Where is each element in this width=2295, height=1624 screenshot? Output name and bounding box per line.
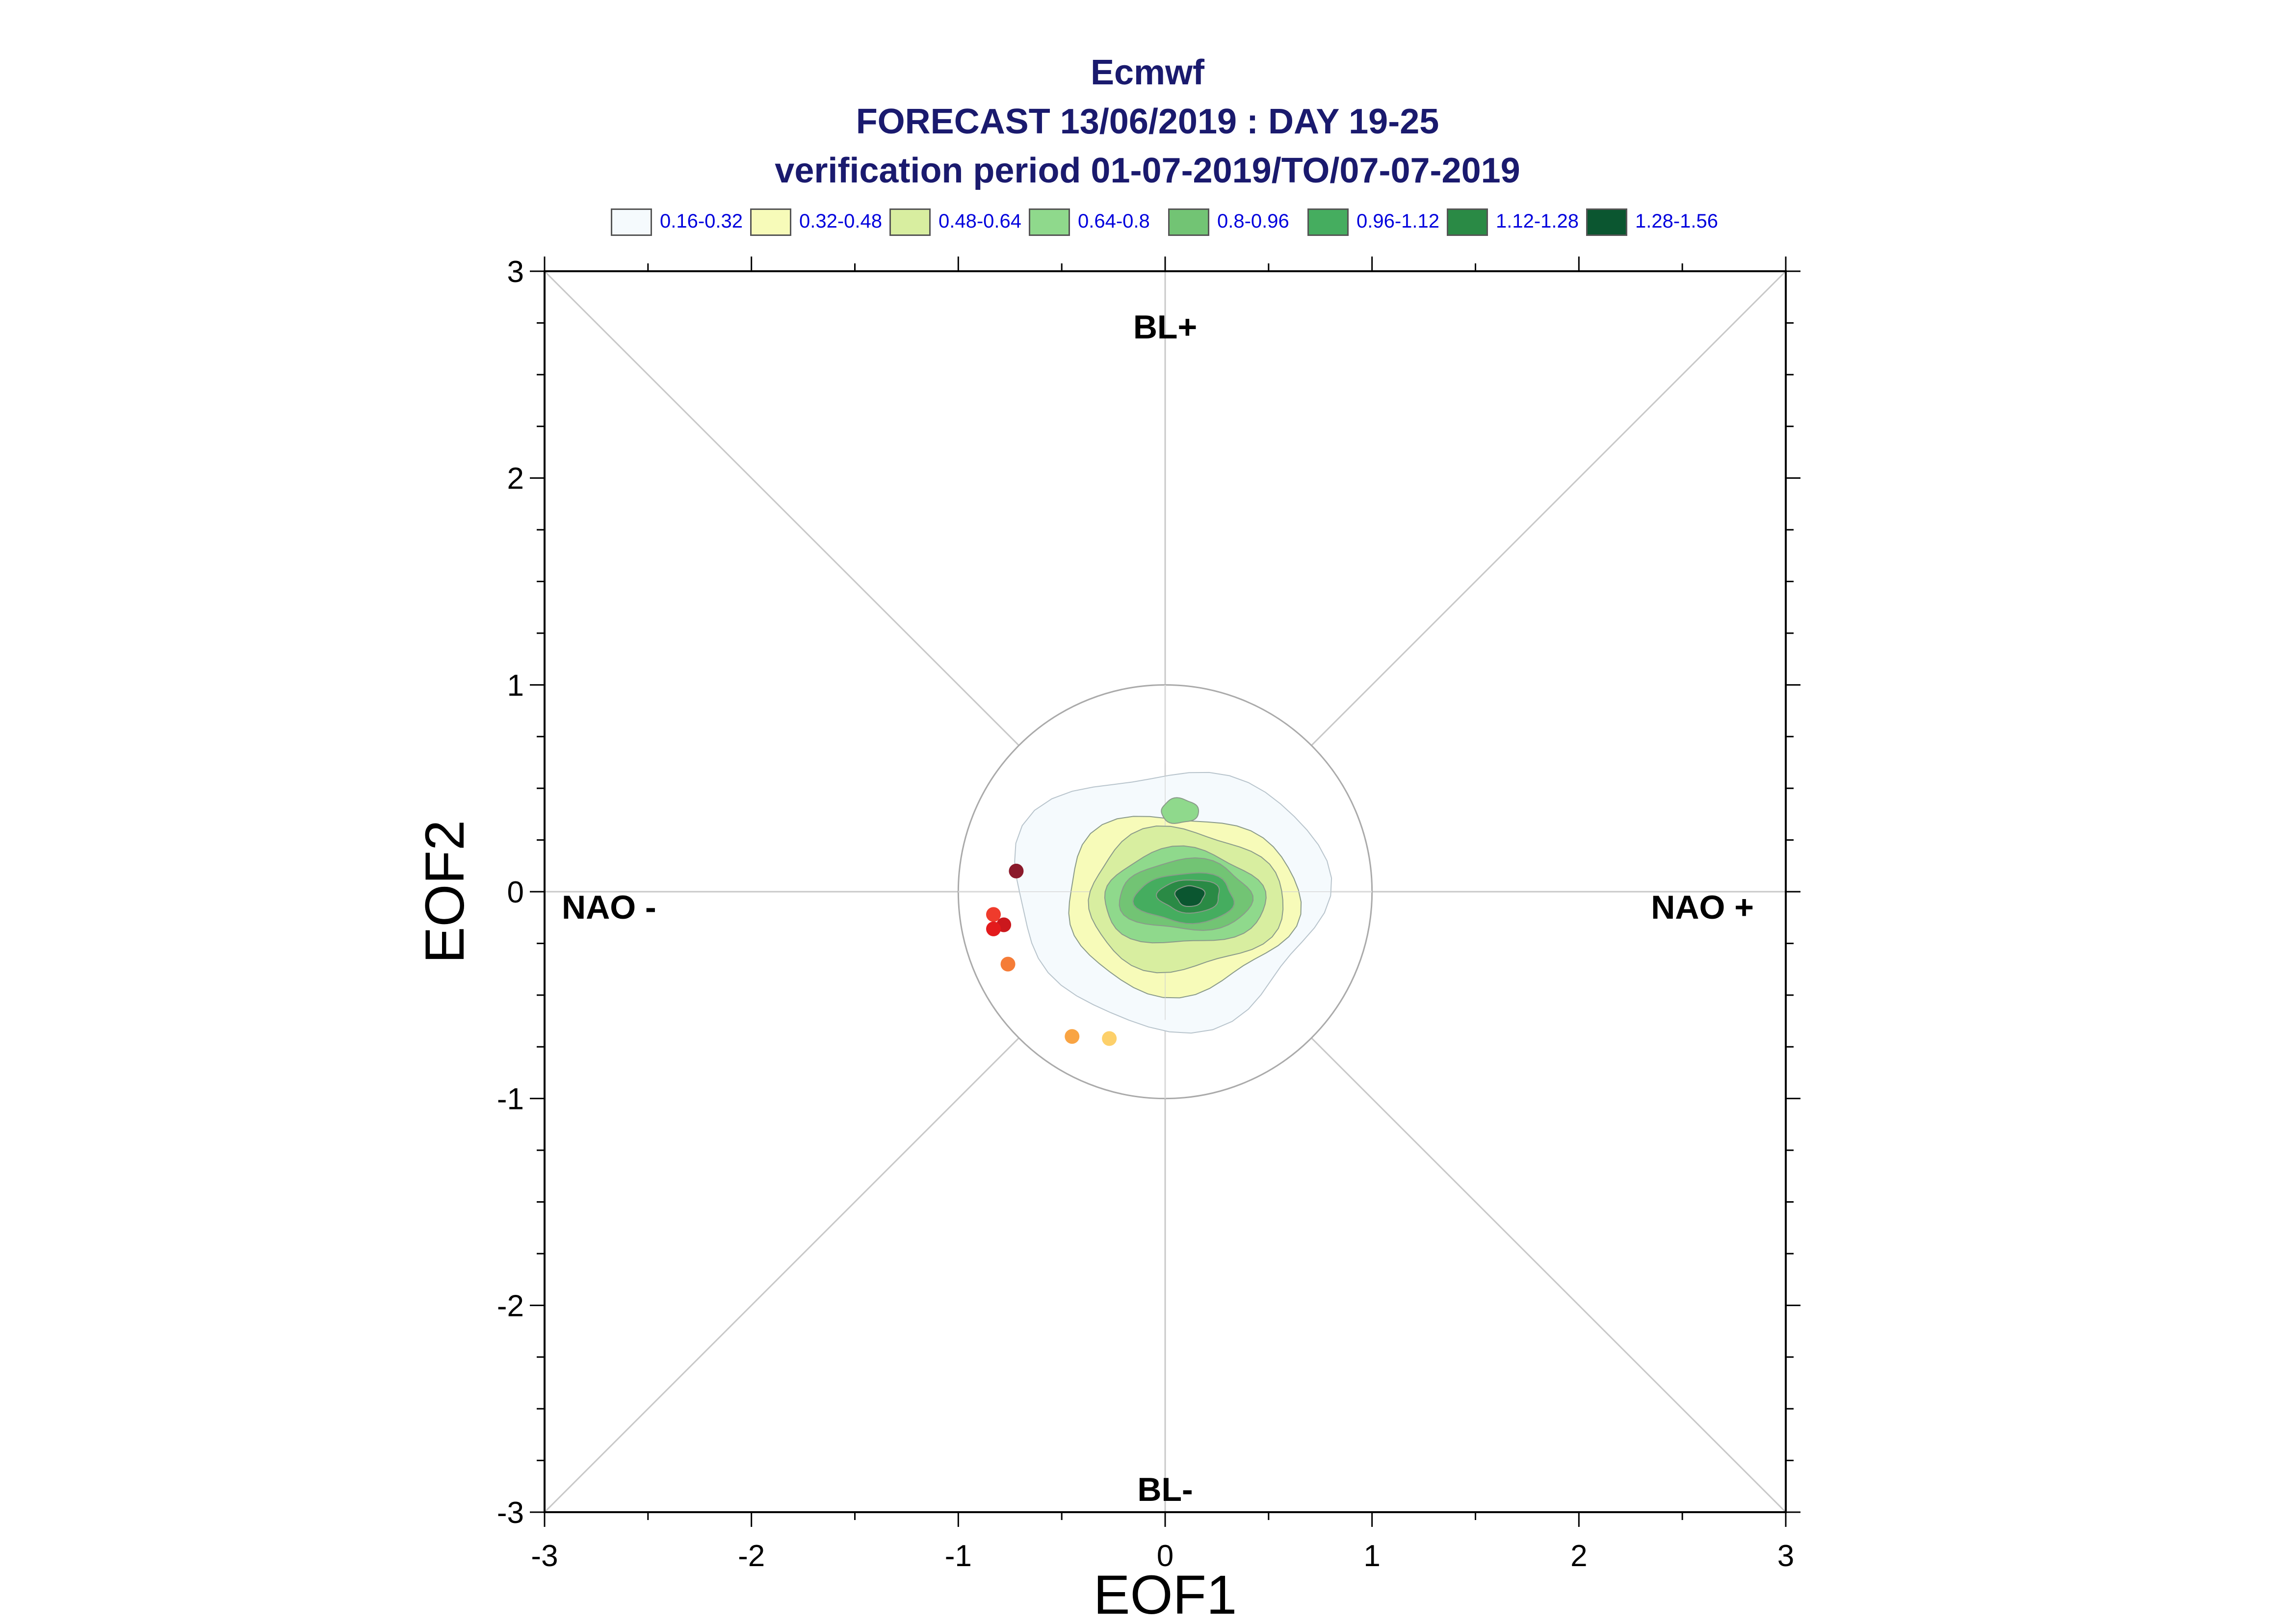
legend-label: 0.48-0.64 (939, 210, 1022, 232)
scatter-point (986, 907, 1001, 922)
legend-swatch (889, 208, 931, 236)
legend-label: 0.64-0.8 (1078, 210, 1150, 232)
regime-label-nao-plus: NAO + (1651, 889, 1754, 926)
legend-label: 0.8-0.96 (1217, 210, 1289, 232)
legend-label: 1.28-1.56 (1635, 210, 1719, 232)
legend-swatch (750, 208, 791, 236)
x-tick-label: 3 (1777, 1539, 1794, 1573)
regime-label-nao-minus: NAO - (562, 889, 656, 926)
density-contour-secondary (1161, 797, 1200, 824)
x-tick-label: 2 (1570, 1539, 1587, 1573)
chart-subtitle-verification: verification period 01-07-2019/TO/07-07-… (775, 151, 1520, 190)
scatter-point (1000, 956, 1016, 972)
y-tick-label: 3 (507, 255, 524, 289)
legend-swatch (1447, 208, 1488, 236)
legend-swatch (611, 208, 652, 236)
y-tick-label: 2 (507, 462, 524, 496)
y-tick-label: -2 (497, 1289, 524, 1323)
legend-swatch (1168, 208, 1209, 236)
chart-title: Ecmwf (1090, 53, 1205, 92)
scatter-point (1009, 863, 1024, 878)
legend-label: 0.16-0.32 (660, 210, 743, 232)
legend-swatch (1307, 208, 1349, 236)
scatter-point (1102, 1031, 1117, 1046)
chart-subtitle-forecast: FORECAST 13/06/2019 : DAY 19-25 (856, 102, 1439, 141)
y-tick-label: 1 (507, 669, 524, 702)
x-axis-label: EOF1 (1094, 1564, 1237, 1624)
regime-label-bl-minus: BL- (1137, 1471, 1193, 1508)
y-tick-label: -3 (497, 1496, 524, 1530)
legend-swatch (1586, 208, 1627, 236)
density-contour (1174, 885, 1206, 907)
x-tick-label: -2 (738, 1539, 765, 1573)
scatter-point (1065, 1029, 1080, 1044)
y-tick-label: 0 (507, 876, 524, 909)
y-tick-label: -1 (497, 1083, 524, 1116)
x-tick-label: 0 (1157, 1539, 1174, 1573)
y-axis-label: EOF2 (414, 820, 475, 964)
regime-label-bl-plus: BL+ (1133, 309, 1197, 346)
x-tick-label: 1 (1363, 1539, 1380, 1573)
scatter-point (986, 921, 1001, 936)
legend-label: 0.32-0.48 (799, 210, 883, 232)
legend-label: 0.96-1.12 (1356, 210, 1440, 232)
legend-swatch (1029, 208, 1070, 236)
x-tick-label: -3 (531, 1539, 558, 1573)
x-tick-label: -1 (945, 1539, 972, 1573)
legend-label: 1.12-1.28 (1496, 210, 1579, 232)
